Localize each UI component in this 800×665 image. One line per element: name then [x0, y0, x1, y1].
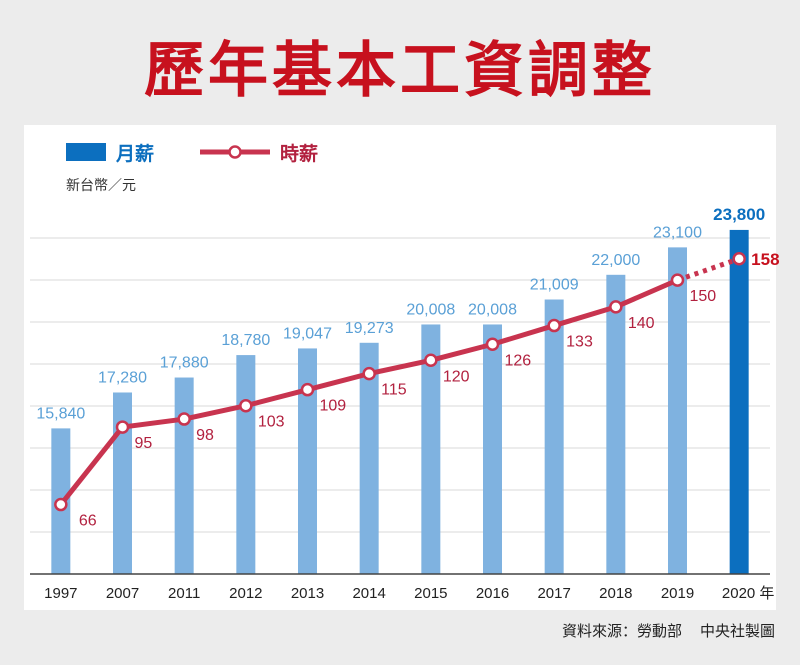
x-tick-2016: 2016	[476, 585, 509, 602]
x-tick-2011: 2011	[168, 585, 200, 602]
line-point-2019	[670, 273, 685, 287]
bar-2014	[359, 342, 379, 574]
bar-label-2019: 23,100	[653, 224, 702, 241]
line-label-2020: 158	[751, 250, 779, 269]
bar-label-2017: 21,009	[530, 277, 579, 294]
line-point-2014	[362, 366, 376, 381]
legend-label-line: 時薪	[280, 142, 318, 165]
x-tick-2014: 2014	[352, 585, 385, 602]
line-label-2016: 126	[505, 352, 532, 369]
bar-label-2014: 19,273	[345, 320, 394, 337]
x-tick-1997: 1997	[44, 585, 77, 602]
source-note: 資料來源：勞動部	[562, 622, 683, 640]
line-label-2014: 115	[381, 382, 407, 399]
legend-swatch-bar	[66, 143, 106, 161]
bar-2019	[668, 247, 687, 574]
line-series-projection	[676, 256, 740, 283]
bar-2018	[606, 274, 626, 574]
line-point-2016	[485, 337, 500, 352]
line-label-2007: 95	[135, 435, 153, 452]
bar-label-2007: 17,280	[98, 369, 147, 386]
bar-2015	[421, 324, 441, 574]
x-tick-2013: 2013	[291, 585, 324, 602]
bar-label-2016: 20,008	[468, 301, 517, 318]
line-point-2011	[177, 412, 191, 426]
line-point-2018	[609, 300, 623, 314]
bar-label-1997: 15,840	[36, 405, 85, 422]
x-tick-2019: 2019	[661, 585, 694, 602]
line-point-1997	[54, 497, 68, 512]
bar-2017	[544, 299, 564, 574]
line-point-2017	[547, 318, 561, 333]
line-label-2019: 150	[690, 288, 717, 305]
legend-label-bar: 月薪	[115, 142, 154, 165]
bar-label-2015: 20,008	[406, 301, 455, 318]
bar-2012	[236, 355, 256, 574]
line-label-1997: 66	[79, 513, 97, 530]
line-label-2017: 133	[566, 334, 593, 351]
bar-2011	[174, 377, 194, 574]
line-label-2015: 120	[443, 368, 470, 385]
legend-marker-line	[228, 145, 242, 159]
x-tick-2012: 2012	[229, 585, 262, 602]
x-tick-2020: 2020 年	[722, 585, 775, 602]
line-label-2012: 103	[258, 414, 285, 431]
bar-2007	[113, 392, 132, 574]
bar-label-2020: 23,800	[713, 205, 765, 224]
x-tick-2015: 2015	[414, 585, 447, 602]
bar-label-2012: 18,780	[221, 332, 270, 349]
bar-2013	[298, 348, 317, 574]
x-tick-2018: 2018	[599, 585, 632, 602]
line-label-2018: 140	[628, 315, 655, 332]
line-point-2007	[115, 420, 130, 434]
credit-note: 中央社製圖	[700, 622, 776, 640]
x-tick-2007: 2007	[106, 585, 139, 602]
line-point-2020	[732, 252, 746, 266]
y-axis-unit-label: 新台幣／元	[66, 177, 136, 193]
chart-title: 歷年基本工資調整	[144, 36, 656, 106]
line-point-2013	[300, 382, 315, 397]
bar-label-2013: 19,047	[283, 325, 332, 342]
x-tick-2017: 2017	[537, 585, 570, 602]
bar-2016	[483, 324, 502, 574]
bar-2020	[729, 229, 749, 575]
line-label-2011: 98	[196, 427, 214, 444]
line-point-2012	[239, 398, 253, 413]
line-point-2015	[424, 353, 438, 368]
bar-label-2011: 17,880	[160, 355, 209, 372]
line-label-2013: 109	[320, 398, 347, 415]
bar-label-2018: 22,000	[591, 252, 640, 269]
